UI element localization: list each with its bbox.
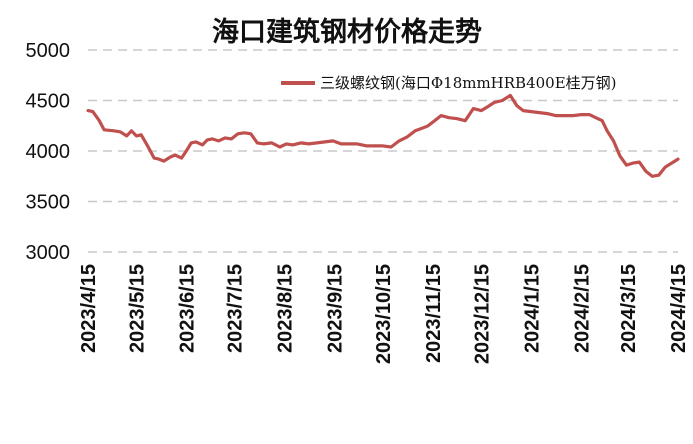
x-tick-label: 2023/10/15 [373, 264, 395, 364]
x-tick-label: 2023/6/15 [176, 264, 198, 353]
x-tick-label: 2023/9/15 [325, 264, 347, 353]
x-tick-label: 2023/4/15 [78, 264, 100, 353]
x-tick-label: 2023/12/15 [471, 264, 493, 364]
x-tick-label: 2023/11/15 [423, 264, 445, 363]
x-tick-label: 2024/3/15 [618, 264, 640, 353]
x-tick-label: 2023/5/15 [126, 264, 148, 353]
x-tick-label: 2024/4/15 [668, 264, 690, 353]
y-tick-label: 4000 [26, 141, 71, 163]
x-tick-label: 2023/7/15 [225, 264, 247, 353]
series-layer [86, 93, 680, 178]
chart-title: 海口建筑钢材价格走势 [212, 16, 482, 48]
x-tick-label: 2024/1/15 [521, 264, 543, 353]
x-tick-label: 2024/2/15 [571, 264, 593, 353]
y-tick-label: 4500 [26, 91, 71, 113]
x-axis-ticks: 2023/4/15 2023/5/15 2023/6/15 2023/7/15 2023… [78, 264, 690, 364]
legend: 三级螺纹钢(海口Φ18mmHRB400E桂万钢) [281, 74, 617, 92]
y-axis-ticks: 3000 3500 4000 4500 5000 [26, 40, 71, 264]
y-tick-label: 3500 [26, 192, 71, 214]
legend-label: 三级螺纹钢(海口Φ18mmHRB400E桂万钢) [320, 74, 617, 92]
y-tick-label: 3000 [26, 242, 71, 264]
y-tick-label: 5000 [26, 40, 71, 62]
series-line-0 [86, 93, 680, 178]
x-tick-label: 2023/8/15 [275, 264, 297, 353]
